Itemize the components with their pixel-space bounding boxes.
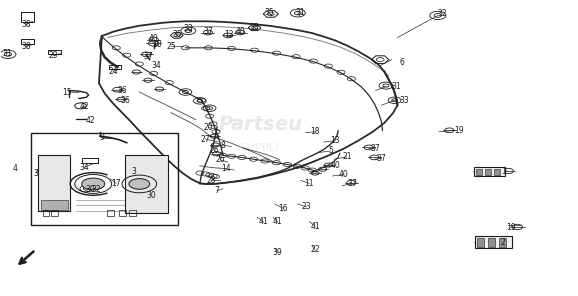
Text: 37: 37 bbox=[376, 154, 386, 163]
Text: 31: 31 bbox=[296, 8, 306, 17]
Bar bbox=[485, 169, 491, 175]
Text: 40: 40 bbox=[235, 27, 245, 36]
Bar bbox=[21, 12, 34, 22]
Text: 37: 37 bbox=[370, 144, 380, 152]
Text: Partseu: Partseu bbox=[218, 115, 302, 134]
Text: 28: 28 bbox=[206, 176, 216, 185]
Bar bbox=[41, 200, 68, 210]
Bar bbox=[51, 210, 58, 216]
Text: 39: 39 bbox=[273, 248, 283, 257]
Bar bbox=[81, 158, 98, 163]
Text: 32: 32 bbox=[91, 185, 101, 194]
Text: 30: 30 bbox=[146, 191, 155, 200]
Text: 35: 35 bbox=[172, 30, 181, 39]
Text: 42: 42 bbox=[86, 115, 95, 125]
Text: 35: 35 bbox=[264, 8, 274, 17]
Text: 13: 13 bbox=[331, 136, 340, 145]
Text: 27: 27 bbox=[201, 135, 210, 144]
Text: 34: 34 bbox=[152, 61, 161, 70]
Text: 6: 6 bbox=[399, 58, 404, 67]
Text: 38: 38 bbox=[21, 42, 31, 51]
Bar bbox=[477, 239, 484, 247]
Bar bbox=[488, 239, 495, 247]
Text: 29: 29 bbox=[48, 51, 58, 60]
Bar bbox=[473, 167, 505, 176]
Text: 16: 16 bbox=[279, 204, 288, 213]
Bar bbox=[499, 239, 506, 247]
Bar bbox=[43, 210, 50, 216]
Bar bbox=[21, 39, 34, 44]
Text: 10: 10 bbox=[152, 40, 161, 49]
Text: 37: 37 bbox=[203, 27, 213, 36]
Text: 34: 34 bbox=[80, 163, 90, 172]
Text: 31: 31 bbox=[2, 49, 12, 58]
Text: 40: 40 bbox=[339, 170, 349, 179]
Text: 3: 3 bbox=[131, 167, 136, 176]
Bar bbox=[118, 210, 125, 216]
Bar bbox=[494, 169, 500, 175]
Text: 33: 33 bbox=[399, 96, 409, 105]
Text: 12: 12 bbox=[224, 30, 234, 39]
Text: 41: 41 bbox=[258, 217, 268, 226]
Text: 42: 42 bbox=[80, 102, 90, 111]
Text: 9: 9 bbox=[99, 133, 104, 142]
Bar bbox=[39, 155, 70, 211]
Text: 17: 17 bbox=[112, 179, 121, 188]
Text: 19: 19 bbox=[506, 223, 516, 232]
Text: 35: 35 bbox=[250, 23, 260, 32]
Text: 36: 36 bbox=[117, 86, 127, 95]
Text: 26: 26 bbox=[215, 155, 225, 164]
Bar bbox=[476, 169, 481, 175]
Text: 4: 4 bbox=[13, 164, 18, 173]
Text: 11: 11 bbox=[305, 179, 314, 188]
Circle shape bbox=[129, 179, 150, 189]
Text: 41: 41 bbox=[310, 222, 320, 231]
Text: 24: 24 bbox=[109, 67, 118, 76]
Text: 31: 31 bbox=[391, 82, 401, 91]
Text: 37: 37 bbox=[348, 179, 357, 188]
Text: SUPPLY: SUPPLY bbox=[240, 143, 280, 153]
Text: 18: 18 bbox=[310, 127, 320, 136]
Text: 25: 25 bbox=[166, 42, 176, 51]
Text: 1: 1 bbox=[501, 167, 506, 176]
Bar bbox=[475, 237, 512, 248]
Text: 26: 26 bbox=[209, 147, 219, 155]
Text: 37: 37 bbox=[143, 52, 153, 61]
Text: 30: 30 bbox=[86, 185, 95, 194]
Text: 33: 33 bbox=[183, 24, 193, 33]
Text: 32: 32 bbox=[437, 9, 447, 18]
Bar bbox=[31, 133, 178, 225]
Text: 40: 40 bbox=[149, 35, 158, 44]
Text: 21: 21 bbox=[342, 152, 351, 161]
Bar bbox=[109, 65, 121, 69]
Text: 23: 23 bbox=[302, 202, 312, 211]
Text: 40: 40 bbox=[331, 161, 340, 170]
Circle shape bbox=[81, 178, 105, 190]
Text: 36: 36 bbox=[120, 96, 130, 105]
Text: 38: 38 bbox=[21, 20, 31, 29]
Bar bbox=[49, 50, 61, 54]
Text: 8: 8 bbox=[221, 141, 225, 149]
Text: 14: 14 bbox=[221, 164, 231, 173]
Text: 41: 41 bbox=[273, 217, 283, 226]
Bar bbox=[107, 210, 114, 216]
Text: 19: 19 bbox=[454, 126, 464, 135]
Text: 2: 2 bbox=[500, 238, 505, 247]
Text: 7: 7 bbox=[214, 186, 220, 195]
Text: 22: 22 bbox=[310, 245, 320, 254]
Text: 20: 20 bbox=[203, 123, 213, 132]
Text: 5: 5 bbox=[328, 147, 333, 155]
Text: 3: 3 bbox=[33, 168, 38, 178]
Bar bbox=[129, 210, 136, 216]
Text: 15: 15 bbox=[62, 88, 72, 96]
Bar bbox=[125, 155, 168, 213]
